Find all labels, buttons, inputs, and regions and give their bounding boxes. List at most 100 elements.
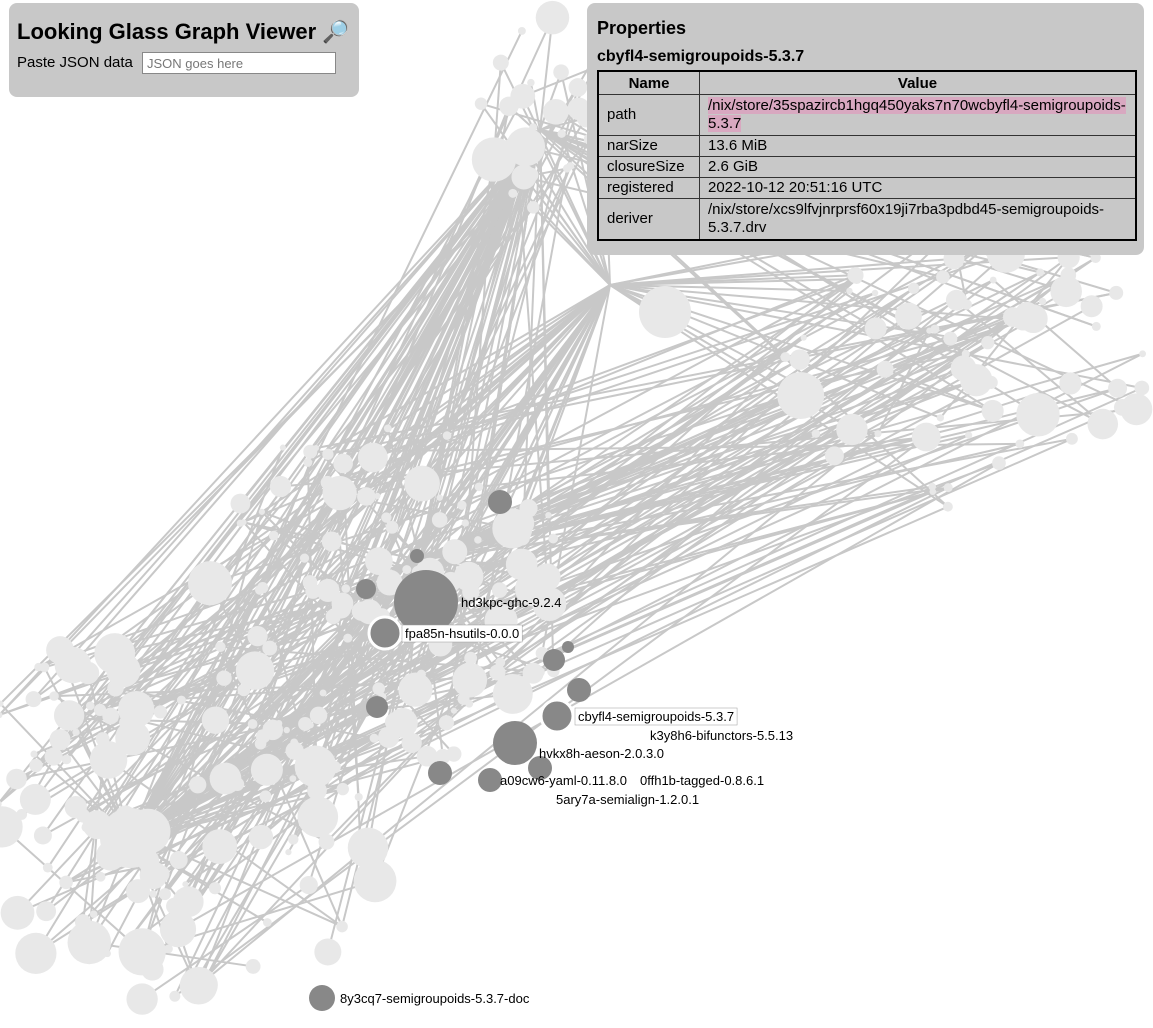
graph-node[interactable] [489,664,506,681]
graph-node[interactable] [0,700,4,707]
graph-node[interactable] [333,453,353,474]
graph-node[interactable] [548,533,559,544]
graph-node[interactable] [453,561,484,592]
graph-node[interactable] [936,270,950,284]
graph-node[interactable] [519,499,538,518]
graph-node[interactable] [524,571,534,581]
dependency-node[interactable] [562,641,574,653]
graph-node[interactable] [981,336,995,350]
graph-node[interactable] [39,662,50,673]
dependency-node[interactable] [478,768,502,792]
graph-node[interactable] [285,849,292,856]
graph-node[interactable] [61,754,72,765]
graph-node[interactable] [521,561,535,574]
graph-node[interactable] [527,201,540,214]
graph-node[interactable] [876,360,894,378]
graph-node[interactable] [331,489,342,500]
graph-node[interactable] [89,910,98,918]
graph-node[interactable] [294,745,337,788]
graph-node[interactable] [305,583,321,599]
graph-node[interactable] [201,706,230,734]
graph-node[interactable] [258,508,265,515]
graph-node[interactable] [259,790,272,803]
graph-node[interactable] [431,512,448,528]
graph-node[interactable] [72,728,80,736]
graph-node[interactable] [532,587,567,622]
graph-node[interactable] [462,583,480,601]
graph-node[interactable] [780,352,791,363]
graph-node[interactable] [943,331,958,346]
dependency-node[interactable] [528,756,552,780]
labeled-node[interactable] [367,615,403,651]
graph-node[interactable] [188,561,233,606]
graph-node[interactable] [824,446,844,466]
graph-node[interactable] [1090,252,1101,263]
graph-node[interactable] [435,748,451,765]
graph-node[interactable] [262,640,278,656]
graph-node[interactable] [105,709,115,719]
graph-node[interactable] [836,413,868,446]
graph-node[interactable] [385,520,399,534]
graph-node[interactable] [331,592,354,615]
graph-node[interactable] [846,287,853,295]
graph-node[interactable] [450,707,458,714]
graph-node[interactable] [240,519,247,526]
graph-node[interactable] [159,911,197,948]
graph-node[interactable] [314,938,342,966]
graph-node[interactable] [928,482,937,491]
graph-node[interactable] [1036,268,1045,277]
graph-node[interactable] [303,458,313,467]
graph-node[interactable] [0,895,35,930]
graph-node[interactable] [461,519,469,527]
graph-node[interactable] [6,768,27,790]
graph-node[interactable] [319,689,327,697]
graph-node[interactable] [297,796,339,838]
dependency-node[interactable] [309,985,335,1011]
graph-node[interactable] [553,64,569,80]
graph-node[interactable] [811,429,821,438]
graph-node[interactable] [254,737,267,750]
graph-node[interactable] [1139,350,1147,358]
dependency-node[interactable] [410,549,424,563]
graph-node[interactable] [930,324,940,334]
graph-node[interactable] [245,959,261,974]
graph-node[interactable] [452,662,488,698]
graph-node[interactable] [42,862,53,873]
graph-node[interactable] [208,882,222,895]
graph-node[interactable] [1120,393,1153,426]
graph-node[interactable] [1134,380,1150,396]
graph-node[interactable] [172,886,204,918]
graph-node[interactable] [492,54,509,71]
graph-node[interactable] [49,691,59,701]
graph-node[interactable] [800,334,807,341]
graph-node[interactable] [1113,398,1131,416]
graph-node[interactable] [789,349,810,370]
graph-node[interactable] [237,683,251,697]
graph-node[interactable] [907,282,920,294]
graph-node[interactable] [100,808,160,868]
labeled-node[interactable] [493,721,537,765]
dependency-node[interactable] [488,490,512,514]
graph-node[interactable] [216,670,232,686]
graph-node[interactable] [416,745,438,767]
graph-node[interactable] [357,442,388,473]
graph-node[interactable] [299,876,318,895]
graph-node[interactable] [491,582,508,598]
graph-node[interactable] [159,888,171,901]
graph-node[interactable] [1109,285,1124,300]
graph-node[interactable] [209,762,242,795]
graph-node[interactable] [984,375,998,389]
graph-node[interactable] [15,932,57,974]
graph-node[interactable] [49,729,71,751]
graph-node[interactable] [351,601,371,621]
graph-node[interactable] [1016,393,1060,437]
graph-node[interactable] [354,875,370,890]
graph-node[interactable] [119,715,134,730]
graph-node[interactable] [322,448,334,460]
graph-node[interactable] [319,760,331,772]
graph-node[interactable] [95,871,106,882]
graph-node[interactable] [402,565,412,574]
graph-node[interactable] [376,569,403,596]
graph-node[interactable] [230,493,251,514]
graph-node[interactable] [874,430,882,438]
